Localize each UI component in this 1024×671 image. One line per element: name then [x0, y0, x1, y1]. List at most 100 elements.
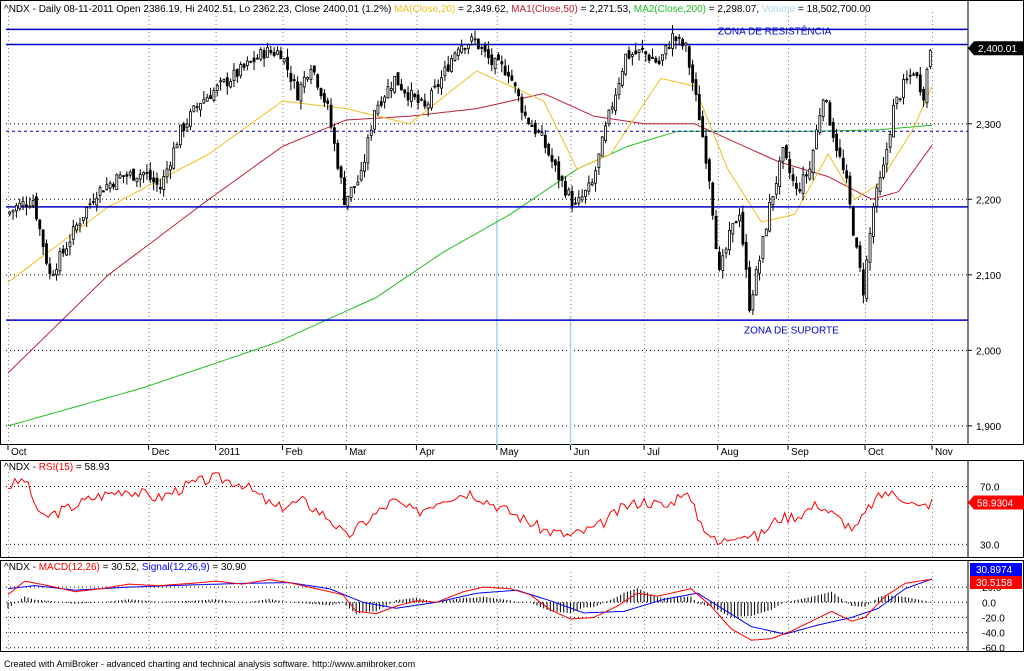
candle-156: [530, 124, 534, 128]
zone-annotation-1: ZONA DE SUPORTE: [744, 326, 839, 337]
macd-panel[interactable]: 20.00.0-20.0-40.0-60.030.897430.5158^NDX…: [0, 560, 1024, 655]
candle-261: [882, 164, 885, 178]
candle-114: [389, 88, 393, 91]
candle-237: [801, 174, 805, 194]
candle-266: [898, 98, 902, 101]
candle-78: [269, 49, 273, 53]
price-frame: [0, 0, 1024, 445]
candle-51: [179, 124, 182, 146]
candle-3: [18, 202, 22, 210]
macd-y-tick-label-1: 0.0: [982, 598, 996, 609]
candle-144: [490, 54, 494, 66]
candle-50: [175, 144, 179, 149]
price-y-tick-label-4: 1,900: [976, 422, 1001, 433]
candle-129: [440, 77, 443, 89]
candle-84: [289, 72, 293, 82]
candle-66: [229, 81, 233, 88]
candle-213: [721, 255, 725, 271]
candle-208: [704, 135, 708, 164]
price-y-tick-label-2: 2,100: [976, 271, 1001, 282]
candle-232: [784, 145, 788, 159]
candle-96: [329, 104, 333, 128]
candle-223: [754, 269, 758, 296]
candle-120: [410, 90, 413, 102]
candle-179: [607, 109, 611, 125]
candle-72: [249, 60, 253, 63]
macd-value-label: 30.5158: [976, 578, 1013, 589]
candle-18: [68, 241, 72, 248]
macd-value-box: [970, 576, 1022, 589]
price-title: ^NDX - Daily 08-11-2011 Open 2386.19, Hi…: [4, 4, 871, 15]
macd-title-part-4: = 30.90: [210, 562, 247, 573]
candle-216: [731, 223, 735, 235]
candle-265: [895, 96, 899, 104]
candle-199: [674, 36, 678, 42]
candle-106: [363, 161, 366, 172]
candle-104: [356, 181, 360, 186]
ma20-line: [7, 70, 933, 283]
rsi-last-value-box: [968, 495, 1024, 510]
candle-113: [386, 86, 390, 99]
macd-title-part-1: MACD(12,26): [39, 562, 100, 573]
candle-271: [915, 72, 919, 77]
ma50-line: [7, 92, 933, 374]
candle-94: [322, 92, 326, 103]
candle-63: [219, 80, 222, 83]
candle-131: [446, 64, 450, 72]
candle-43: [152, 177, 156, 183]
candle-172: [584, 190, 587, 197]
candle-20: [75, 224, 79, 231]
candle-31: [112, 183, 115, 188]
price-panel[interactable]: Oct Dec 2011 Feb Mar Apr May Jun Jul Aug Sep Oct Nov…: [0, 0, 1024, 458]
candle-58: [202, 98, 206, 104]
candle-171: [580, 196, 584, 201]
candle-124: [423, 100, 427, 107]
price-y-tick-label-1: 2,200: [976, 195, 1001, 206]
candle-98: [336, 142, 340, 169]
candle-59: [205, 96, 209, 102]
candle-89: [306, 77, 310, 80]
candle-157: [533, 122, 537, 134]
candle-180: [610, 106, 614, 110]
macd-signal-value-label: 30.8974: [976, 565, 1013, 576]
candle-150: [510, 75, 514, 81]
candle-97: [333, 127, 336, 144]
candle-252: [851, 206, 855, 236]
candle-221: [748, 267, 751, 311]
candle-204: [691, 64, 695, 83]
candle-174: [590, 182, 594, 186]
candle-253: [855, 237, 859, 248]
candle-143: [487, 49, 490, 59]
candle-146: [497, 54, 500, 61]
candle-192: [651, 56, 654, 60]
candle-36: [128, 171, 132, 176]
candle-225: [761, 236, 765, 259]
candle-152: [517, 89, 520, 97]
candle-203: [687, 46, 691, 68]
candle-9: [38, 219, 42, 230]
candle-45: [158, 187, 162, 190]
candle-136: [463, 48, 467, 50]
candle-260: [878, 177, 882, 192]
candle-188: [637, 49, 641, 53]
candle-119: [406, 92, 410, 101]
candle-154: [523, 111, 527, 116]
candle-73: [252, 57, 256, 63]
candle-38: [135, 177, 139, 183]
candle-164: [557, 161, 561, 181]
candle-267: [902, 78, 905, 99]
candle-44: [155, 177, 159, 185]
candle-189: [641, 47, 644, 50]
candle-82: [282, 58, 286, 63]
candle-118: [403, 89, 407, 94]
macd-title: ^NDX - MACD(12,26) = 30.52, Signal(12,26…: [4, 562, 247, 573]
macd-y-tick-label-2: -20.0: [982, 613, 1005, 624]
candle-105: [359, 169, 363, 181]
price-last-value-label: 2,400.01: [978, 44, 1017, 55]
candle-17: [65, 248, 68, 256]
rsi-panel[interactable]: 70.0 30.0 58.9304 ^NDX - RSI(15) = 58.93: [0, 460, 1024, 558]
candle-27: [98, 186, 102, 196]
candle-62: [215, 84, 219, 91]
candle-42: [148, 169, 152, 180]
